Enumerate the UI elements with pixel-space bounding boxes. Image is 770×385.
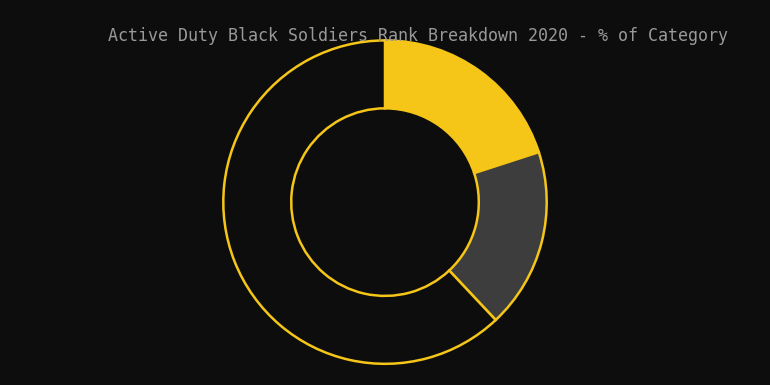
Wedge shape [385, 40, 539, 173]
Wedge shape [223, 40, 496, 364]
Text: Active Duty Black Soldiers Rank Breakdown 2020 - % of Category: Active Duty Black Soldiers Rank Breakdow… [108, 27, 728, 45]
Wedge shape [449, 152, 547, 320]
